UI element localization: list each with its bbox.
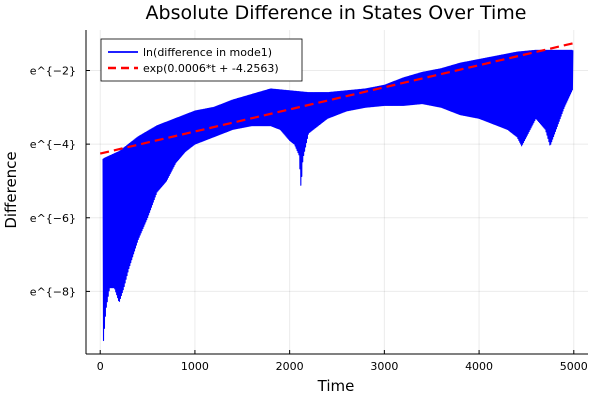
x-tick-label: 3000 (370, 360, 398, 373)
y-axis-title: Difference (2, 151, 20, 228)
y-tick-label: e^{−8} (30, 285, 76, 298)
y-tick-label: e^{−2} (30, 65, 76, 78)
axes (85, 30, 588, 355)
legend: ln(difference in mode1) exp(0.0006*t + -… (100, 38, 303, 82)
series-difference-line (102, 49, 574, 342)
tick-labels: 0 1000 2000 3000 4000 5000 e^{−2} e^{−4} e^{−6} e… (30, 65, 588, 374)
x-tick-label: 2000 (276, 360, 304, 373)
legend-label-exp-fit: exp(0.0006*t + -4.2563) (143, 62, 279, 75)
x-tick-label: 0 (97, 360, 104, 373)
series-layer (99, 42, 575, 342)
legend-box (100, 38, 303, 82)
y-tick-label: e^{−4} (30, 138, 76, 151)
x-axis-title: Time (317, 377, 355, 395)
chart-title: Absolute Difference in States Over Time (146, 2, 527, 24)
x-tick-label: 4000 (465, 360, 493, 373)
x-tick-label: 1000 (181, 360, 209, 373)
x-tick-label: 5000 (560, 360, 588, 373)
series-exp-fit-line (99, 42, 575, 155)
legend-label-difference: ln(difference in mode1) (143, 46, 272, 59)
y-tick-label: e^{−6} (30, 212, 76, 225)
